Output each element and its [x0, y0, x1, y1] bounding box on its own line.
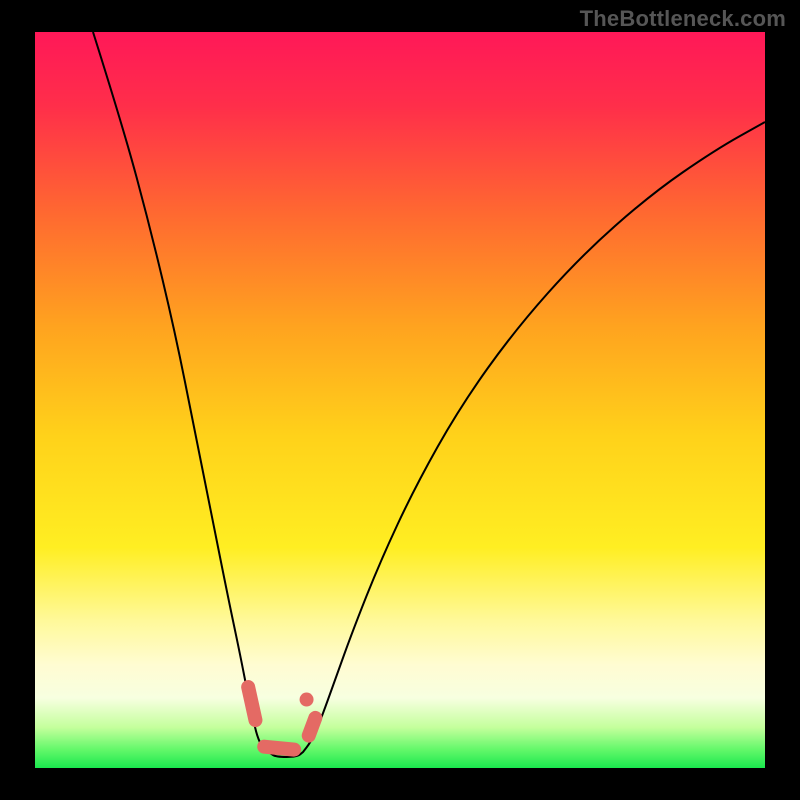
marker-capsule-2: [309, 718, 316, 736]
plot-area: [35, 32, 765, 768]
watermark-text: TheBottleneck.com: [580, 6, 786, 32]
marker-dot-3: [300, 693, 314, 707]
marker-capsule-0: [248, 687, 255, 720]
marker-capsule-1: [264, 747, 294, 750]
chart-svg: [35, 32, 765, 768]
gradient-background: [35, 32, 765, 768]
outer-frame: TheBottleneck.com: [0, 0, 800, 800]
